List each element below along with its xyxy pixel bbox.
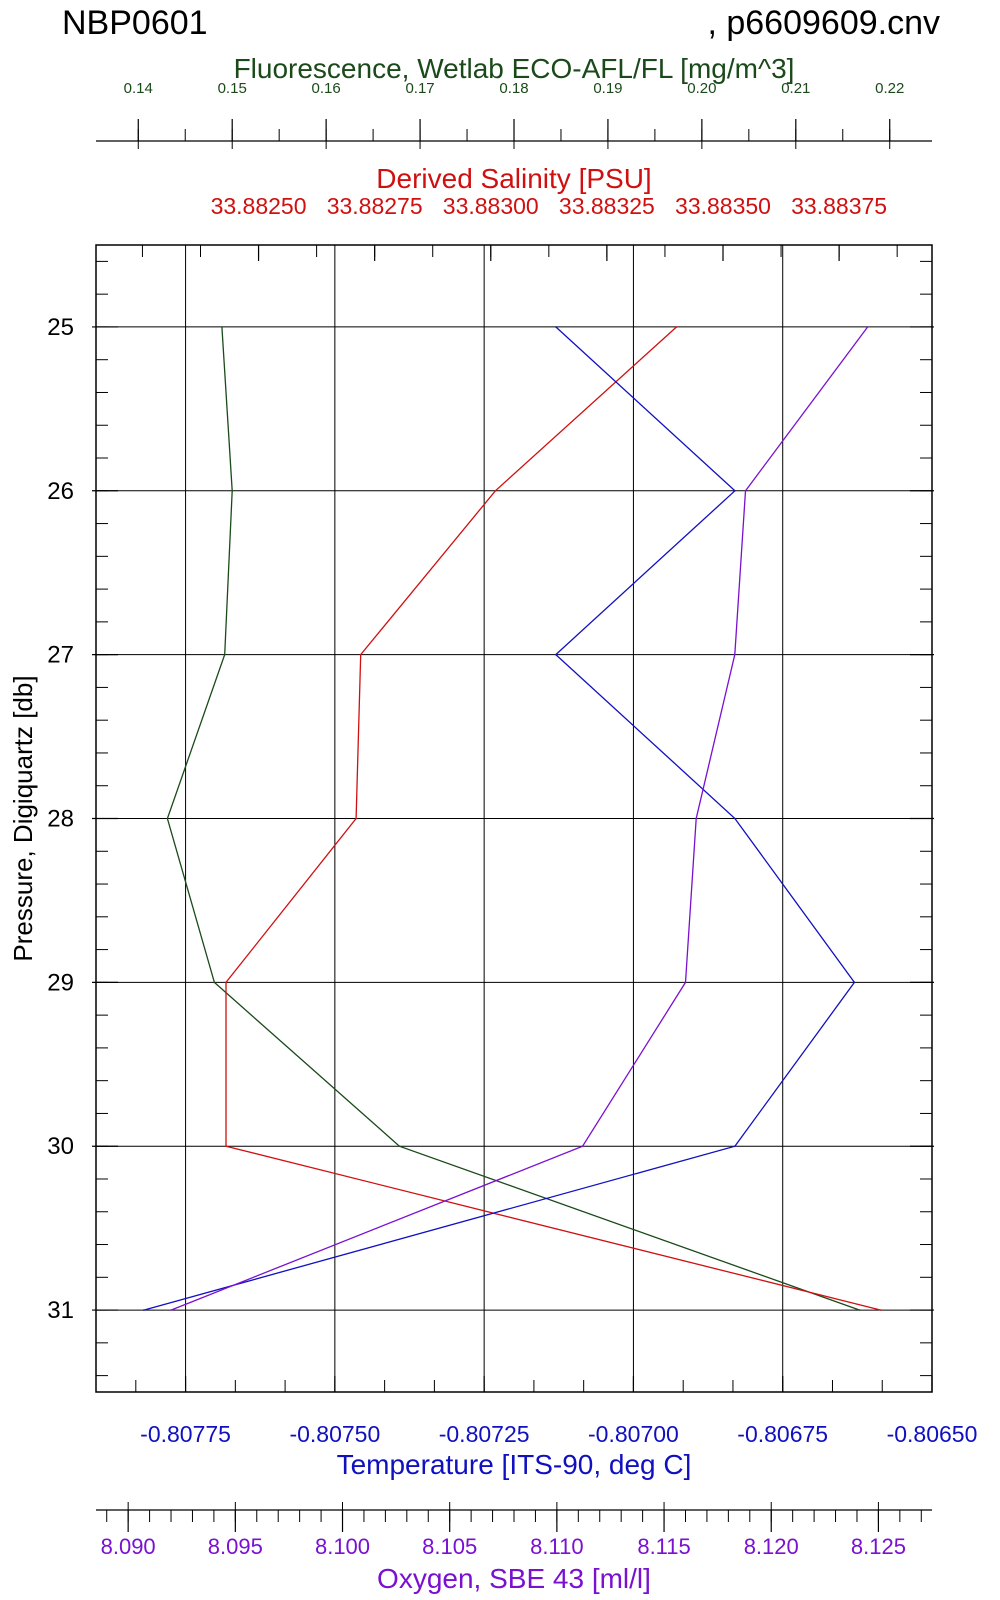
- temperature-tick-label: -0.80725: [439, 1421, 530, 1447]
- fluorescence-tick-label: 0.16: [312, 80, 341, 97]
- oxygen-data-point: [581, 1145, 584, 1148]
- oxygen-data-point: [744, 489, 747, 492]
- salinity-tick-label: 33.88300: [443, 193, 539, 219]
- temperature-tick-label: -0.80750: [289, 1421, 380, 1447]
- salinity-data-point: [675, 326, 678, 328]
- oxygen-tick-label: 8.095: [208, 1534, 263, 1559]
- oxygen-data-point: [684, 981, 687, 984]
- y-tick-label: 26: [47, 478, 74, 505]
- salinity-tick-label: 33.88325: [559, 193, 655, 219]
- file-title: , p6609609.cnv: [707, 4, 940, 42]
- oxygen-tick-label: 8.110: [530, 1534, 583, 1559]
- fluorescence-data-point: [858, 1309, 861, 1311]
- salinity-data-point: [355, 817, 357, 820]
- oxygen-tick-label: 8.125: [851, 1534, 906, 1559]
- temperature-axis-title: Temperature [ITS-90, deg C]: [337, 1449, 692, 1480]
- y-tick-label: 28: [47, 806, 74, 833]
- oxygen-tick-label: 8.115: [637, 1534, 690, 1559]
- fluorescence-data-point: [223, 653, 226, 656]
- fluorescence-tick-label: 0.15: [218, 80, 247, 97]
- salinity-data-point: [494, 489, 497, 492]
- salinity-tick-label: 33.88350: [675, 193, 771, 219]
- fluorescence-tick-label: 0.20: [687, 80, 716, 97]
- salinity-axis-title: Derived Salinity [PSU]: [376, 163, 651, 194]
- oxygen-data-point: [695, 817, 698, 820]
- fluorescence-data-point: [231, 489, 234, 492]
- salinity-data-point: [225, 1145, 227, 1148]
- oxygen-tick-label: 8.105: [422, 1534, 477, 1559]
- temperature-tick-label: -0.80650: [887, 1421, 978, 1447]
- y-tick-label: 27: [47, 642, 74, 669]
- temperature-tick-label: -0.80700: [588, 1421, 679, 1447]
- fluorescence-axis-title: Fluorescence, Wetlab ECO-AFL/FL [mg/m^3]: [234, 53, 795, 84]
- y-tick-label: 29: [47, 969, 74, 996]
- temperature-tick-label: -0.80775: [140, 1421, 231, 1447]
- temperature-data-point: [142, 1309, 145, 1311]
- fluorescence-data-point: [221, 326, 223, 328]
- fluorescence-tick-label: 0.19: [593, 80, 622, 97]
- salinity-tick-label: 33.88275: [327, 193, 423, 219]
- salinity-tick-label: 33.88375: [791, 193, 887, 219]
- y-tick-label: 31: [47, 1297, 74, 1324]
- cruise-title: NBP0601: [62, 4, 208, 42]
- temperature-data-point: [734, 489, 736, 492]
- y-tick-label: 30: [47, 1133, 74, 1160]
- oxygen-tick-label: 8.090: [101, 1534, 156, 1559]
- fluorescence-tick-label: 0.22: [875, 80, 904, 97]
- temperature-data-point: [555, 653, 557, 656]
- oxygen-data-point: [866, 326, 869, 328]
- fluorescence-data-point: [398, 1145, 401, 1148]
- oxygen-tick-label: 8.120: [744, 1534, 799, 1559]
- oxygen-tick-label: 8.100: [315, 1534, 370, 1559]
- temperature-data-point: [734, 1145, 736, 1148]
- temperature-data-point: [734, 817, 736, 820]
- fluorescence-data-point: [213, 981, 216, 984]
- fluorescence-tick-label: 0.18: [499, 80, 528, 97]
- oxygen-axis-title: Oxygen, SBE 43 [ml/l]: [377, 1563, 651, 1594]
- fluorescence-tick-label: 0.21: [781, 80, 810, 97]
- temperature-data-point: [853, 981, 856, 984]
- salinity-tick-label: 33.88250: [211, 193, 307, 219]
- y-axis-title: Pressure, Digiquartz [db]: [8, 675, 38, 961]
- oxygen-data-point: [733, 653, 736, 656]
- salinity-data-point: [225, 981, 227, 984]
- salinity-data-point: [359, 653, 362, 656]
- y-tick-label: 25: [47, 314, 74, 341]
- temperature-data-point: [555, 326, 557, 328]
- fluorescence-tick-label: 0.14: [124, 80, 153, 97]
- fluorescence-data-point: [166, 817, 169, 820]
- salinity-data-point: [880, 1309, 882, 1311]
- temperature-tick-label: -0.80675: [737, 1421, 828, 1447]
- fluorescence-tick-label: 0.17: [405, 80, 434, 97]
- oxygen-data-point: [170, 1309, 172, 1311]
